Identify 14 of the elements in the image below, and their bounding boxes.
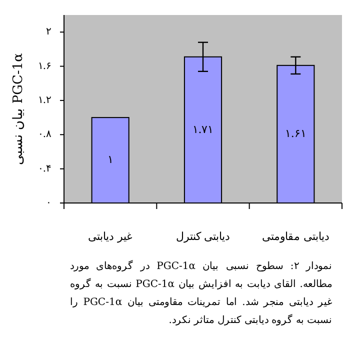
y-tick-label: ۰ (46, 198, 51, 209)
y-tick-label: ۰.۸ (38, 129, 52, 140)
y-tick-label: ۲ (46, 26, 51, 38)
data-label: ۱.۷۱ (192, 122, 214, 136)
y-axis-title: بیان نسبی PGC-1α (11, 52, 26, 165)
y-tick-label: ۱.۶ (38, 60, 51, 72)
data-label: ۱.۶۱ (284, 127, 306, 140)
y-tick-label: ۱.۲ (38, 95, 51, 106)
data-label: ۱ (107, 153, 114, 166)
x-tick-label: دیابتی کنترل (176, 230, 230, 243)
x-tick-label: غیر دیابتی (88, 230, 133, 243)
text: نمودار ۲: سطوح نسبی بیان PGC-1α در گروه‌های مورد مطالعه. القای دیابت به افزایش بیان PGC-1α نسبت به گروه غیر دیابتی منجر شد. اما تمرینات مقاومتی بیان PGC-1α را نسبت به گروه دیابتی کنترل متاثر نکرد. (70, 259, 332, 328)
y-tick-label: ۰.۴ (38, 163, 51, 174)
x-tick-label: دیابتی مقاومتی (262, 230, 330, 243)
